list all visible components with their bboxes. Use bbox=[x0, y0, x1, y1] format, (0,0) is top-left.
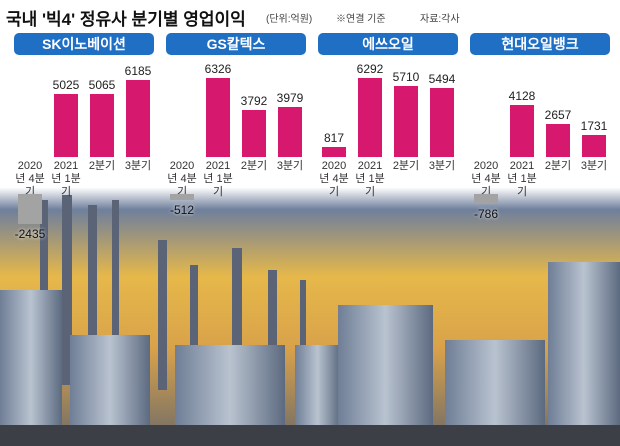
value-label: 5710 bbox=[392, 69, 420, 84]
x-tick-label: 3분기 bbox=[580, 160, 608, 172]
x-tick-label: 2분기 bbox=[544, 160, 572, 172]
bar bbox=[90, 93, 114, 157]
bar bbox=[394, 85, 418, 157]
value-label: 3792 bbox=[240, 93, 268, 108]
bar bbox=[582, 135, 606, 157]
x-tick-label: 2021년 1분기 bbox=[355, 160, 385, 198]
value-label: 4128 bbox=[508, 89, 536, 104]
x-tick-label: 2021년 1분기 bbox=[51, 160, 81, 198]
value-label: 5065 bbox=[88, 77, 116, 92]
chart-title: 현대오일뱅크 bbox=[470, 33, 610, 55]
bar bbox=[546, 123, 570, 157]
value-label: 6292 bbox=[356, 62, 384, 77]
x-tick-label: 3분기 bbox=[276, 160, 304, 172]
title: 국내 '빅4' 정유사 분기별 영업이익 bbox=[6, 10, 246, 29]
bar bbox=[170, 194, 194, 201]
value-label: -512 bbox=[169, 203, 195, 218]
x-tick-label: 2020년 4분기 bbox=[319, 160, 349, 198]
value-label: 1731 bbox=[580, 119, 608, 134]
bar bbox=[54, 94, 78, 157]
x-tick-label: 2분기 bbox=[240, 160, 268, 172]
value-label: 3979 bbox=[276, 91, 304, 106]
x-tick-label: 2분기 bbox=[88, 160, 116, 172]
x-tick-label: 2021년 1분기 bbox=[203, 160, 233, 198]
x-tick-label: 2021년 1분기 bbox=[507, 160, 537, 198]
note: ※연결 기준 bbox=[336, 14, 386, 25]
value-label: -2435 bbox=[14, 227, 46, 242]
bar bbox=[126, 79, 150, 157]
bar bbox=[242, 109, 266, 157]
chart-title: SK이노베이션 bbox=[14, 33, 154, 55]
value-label: 6185 bbox=[124, 63, 152, 78]
chart-title: 에쓰오일 bbox=[318, 33, 458, 55]
bar bbox=[474, 194, 498, 204]
bar bbox=[430, 88, 454, 157]
bar bbox=[18, 194, 42, 225]
bar bbox=[206, 77, 230, 157]
bar bbox=[278, 107, 302, 157]
chart-title: GS칼텍스 bbox=[166, 33, 306, 55]
bar bbox=[322, 146, 346, 157]
x-tick-label: 3분기 bbox=[124, 160, 152, 172]
value-label: -786 bbox=[473, 206, 499, 221]
value-label: 5025 bbox=[52, 78, 80, 93]
value-label: 817 bbox=[323, 130, 345, 145]
x-tick-label: 2020년 4분기 bbox=[15, 160, 45, 198]
bar bbox=[358, 78, 382, 157]
x-tick-label: 3분기 bbox=[428, 160, 456, 172]
unit: (단위:억원) bbox=[266, 14, 313, 25]
value-label: 6326 bbox=[204, 61, 232, 76]
source: 자료:각사 bbox=[420, 14, 460, 25]
x-tick-label: 2분기 bbox=[392, 160, 420, 172]
bar bbox=[510, 105, 534, 157]
x-tick-label: 2020년 4분기 bbox=[471, 160, 501, 198]
value-label: 5494 bbox=[428, 72, 456, 87]
x-tick-label: 2020년 4분기 bbox=[167, 160, 197, 198]
value-label: 2657 bbox=[544, 107, 572, 122]
